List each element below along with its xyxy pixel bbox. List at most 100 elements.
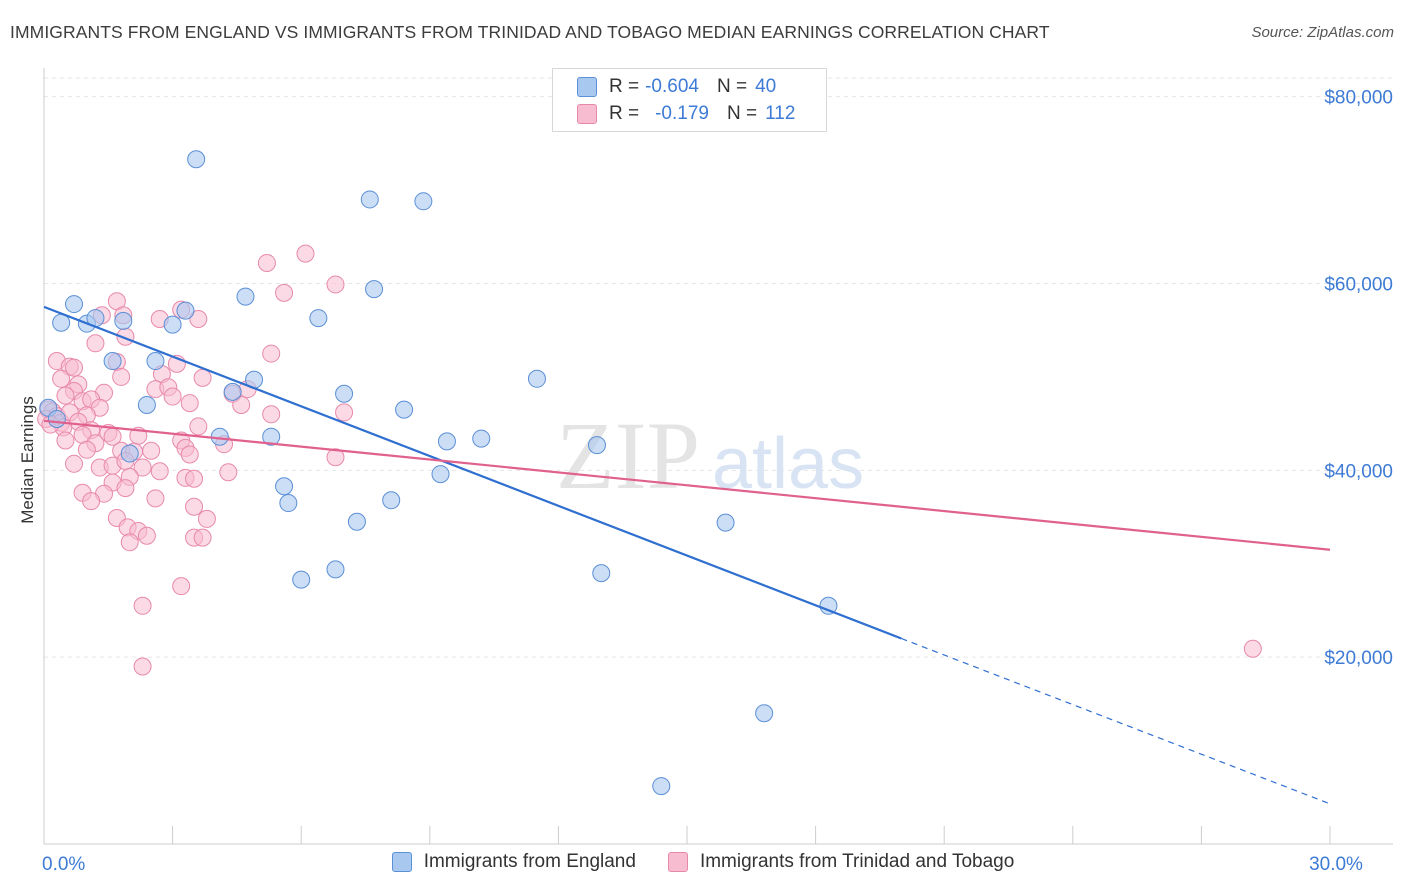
england-point [365,280,384,299]
trinidad-point [172,577,191,596]
england-point [347,512,366,531]
trinidad-point [52,369,71,388]
trinidad-point [296,244,315,263]
trinidad-point [133,458,152,477]
england-point [275,477,294,496]
trinidad-point [120,533,139,552]
trinidad-point [56,431,75,450]
r-label: R = [609,103,640,124]
legend-item-trinidad[interactable]: Immigrants from Trinidad and Tobago [667,851,1015,873]
trinidad-point [146,489,165,508]
legend-item-england[interactable]: Immigrants from England [391,851,636,873]
n-label: N = [726,103,758,124]
england-point [292,570,311,589]
trinidad-point [335,403,354,422]
trinidad-point [1243,639,1262,658]
england-point [309,309,328,328]
trinidad-point [133,596,152,615]
england-swatch [577,77,597,97]
england-point [587,436,606,455]
trinidad-point [185,469,204,488]
england-point [431,465,450,484]
england-point [472,429,491,448]
england-point [382,491,401,510]
england-point [819,596,838,615]
trinidad-r-value: -0.179 [655,103,709,124]
england-point [223,382,242,401]
england-legend-swatch [391,852,412,872]
england-point [146,352,165,371]
trinidad-point [232,395,251,414]
legend-row-trinidad: R = -0.179 N = 112 [577,102,795,126]
trinidad-point [193,368,212,387]
trinidad-swatch [577,104,597,124]
trinidad-point [257,253,276,272]
england-point [163,315,182,334]
england-point [187,150,206,169]
trinidad-n-value: 112 [765,103,796,124]
trinidad-point [82,492,101,511]
trinidad-point [180,445,199,464]
england-point [176,301,195,320]
england-point [65,295,84,314]
trinidad-point [133,657,152,676]
england-points [39,150,838,796]
england-legend-label: Immigrants from England [423,851,636,872]
england-point [592,564,611,583]
trinidad-legend-swatch [667,852,688,872]
trinidad-point [219,463,238,482]
england-point [279,494,298,513]
trinidad-point [275,283,294,302]
trinidad-legend-label: Immigrants from Trinidad and Tobago [699,851,1015,872]
trinidad-point [197,509,216,528]
england-point [652,777,671,796]
trinidad-point [77,440,96,459]
trinidad-point [262,344,281,363]
england-point [527,369,546,388]
england-point [335,384,354,403]
r-label: R = [609,76,640,97]
trinidad-point [142,441,161,460]
watermark-zip: ZIP [556,402,700,509]
trinidad-point [189,310,208,329]
trinidad-point [185,497,204,516]
watermark: ZIP atlas [556,402,864,509]
source-credit: Source: ZipAtlas.com [1251,24,1394,41]
england-point [414,192,433,211]
x-tick-label: 0.0% [42,854,85,875]
trend-lines [43,305,1331,805]
watermark-atlas: atlas [712,424,864,504]
trinidad-point [262,405,281,424]
trinidad-point [193,528,212,547]
tick-labels: $20,000 $40,000 $60,000 $80,000 0.0% 30.0% [42,88,1393,875]
y-tick-label: $60,000 [1324,275,1393,296]
trinidad-point [163,387,182,406]
x-tick-label: 30.0% [1309,854,1363,875]
england-point [120,444,139,463]
trinidad-point [189,417,208,436]
england-point [210,427,229,446]
y-tick-label: $20,000 [1324,648,1393,669]
axes [43,68,1393,845]
england-point [137,395,156,414]
england-point [360,190,379,209]
england-point [114,311,133,330]
trinidad-point [326,275,345,294]
trinidad-point [65,454,84,473]
england-trend-extension [901,637,1331,805]
england-point [716,513,735,532]
trinidad-point [326,448,345,467]
y-tick-label: $40,000 [1324,461,1393,482]
trinidad-point [150,462,169,481]
y-axis-label: Median Earnings [18,396,37,524]
trinidad-point [180,394,199,413]
trinidad-point [56,386,75,405]
gridlines [44,77,1393,658]
trinidad-point [86,334,105,353]
series-legend: Immigrants from England Immigrants from … [0,851,1406,873]
n-label: N = [716,76,748,97]
england-point [437,432,456,451]
england-r-value: -0.604 [645,76,699,97]
england-point [47,409,66,428]
